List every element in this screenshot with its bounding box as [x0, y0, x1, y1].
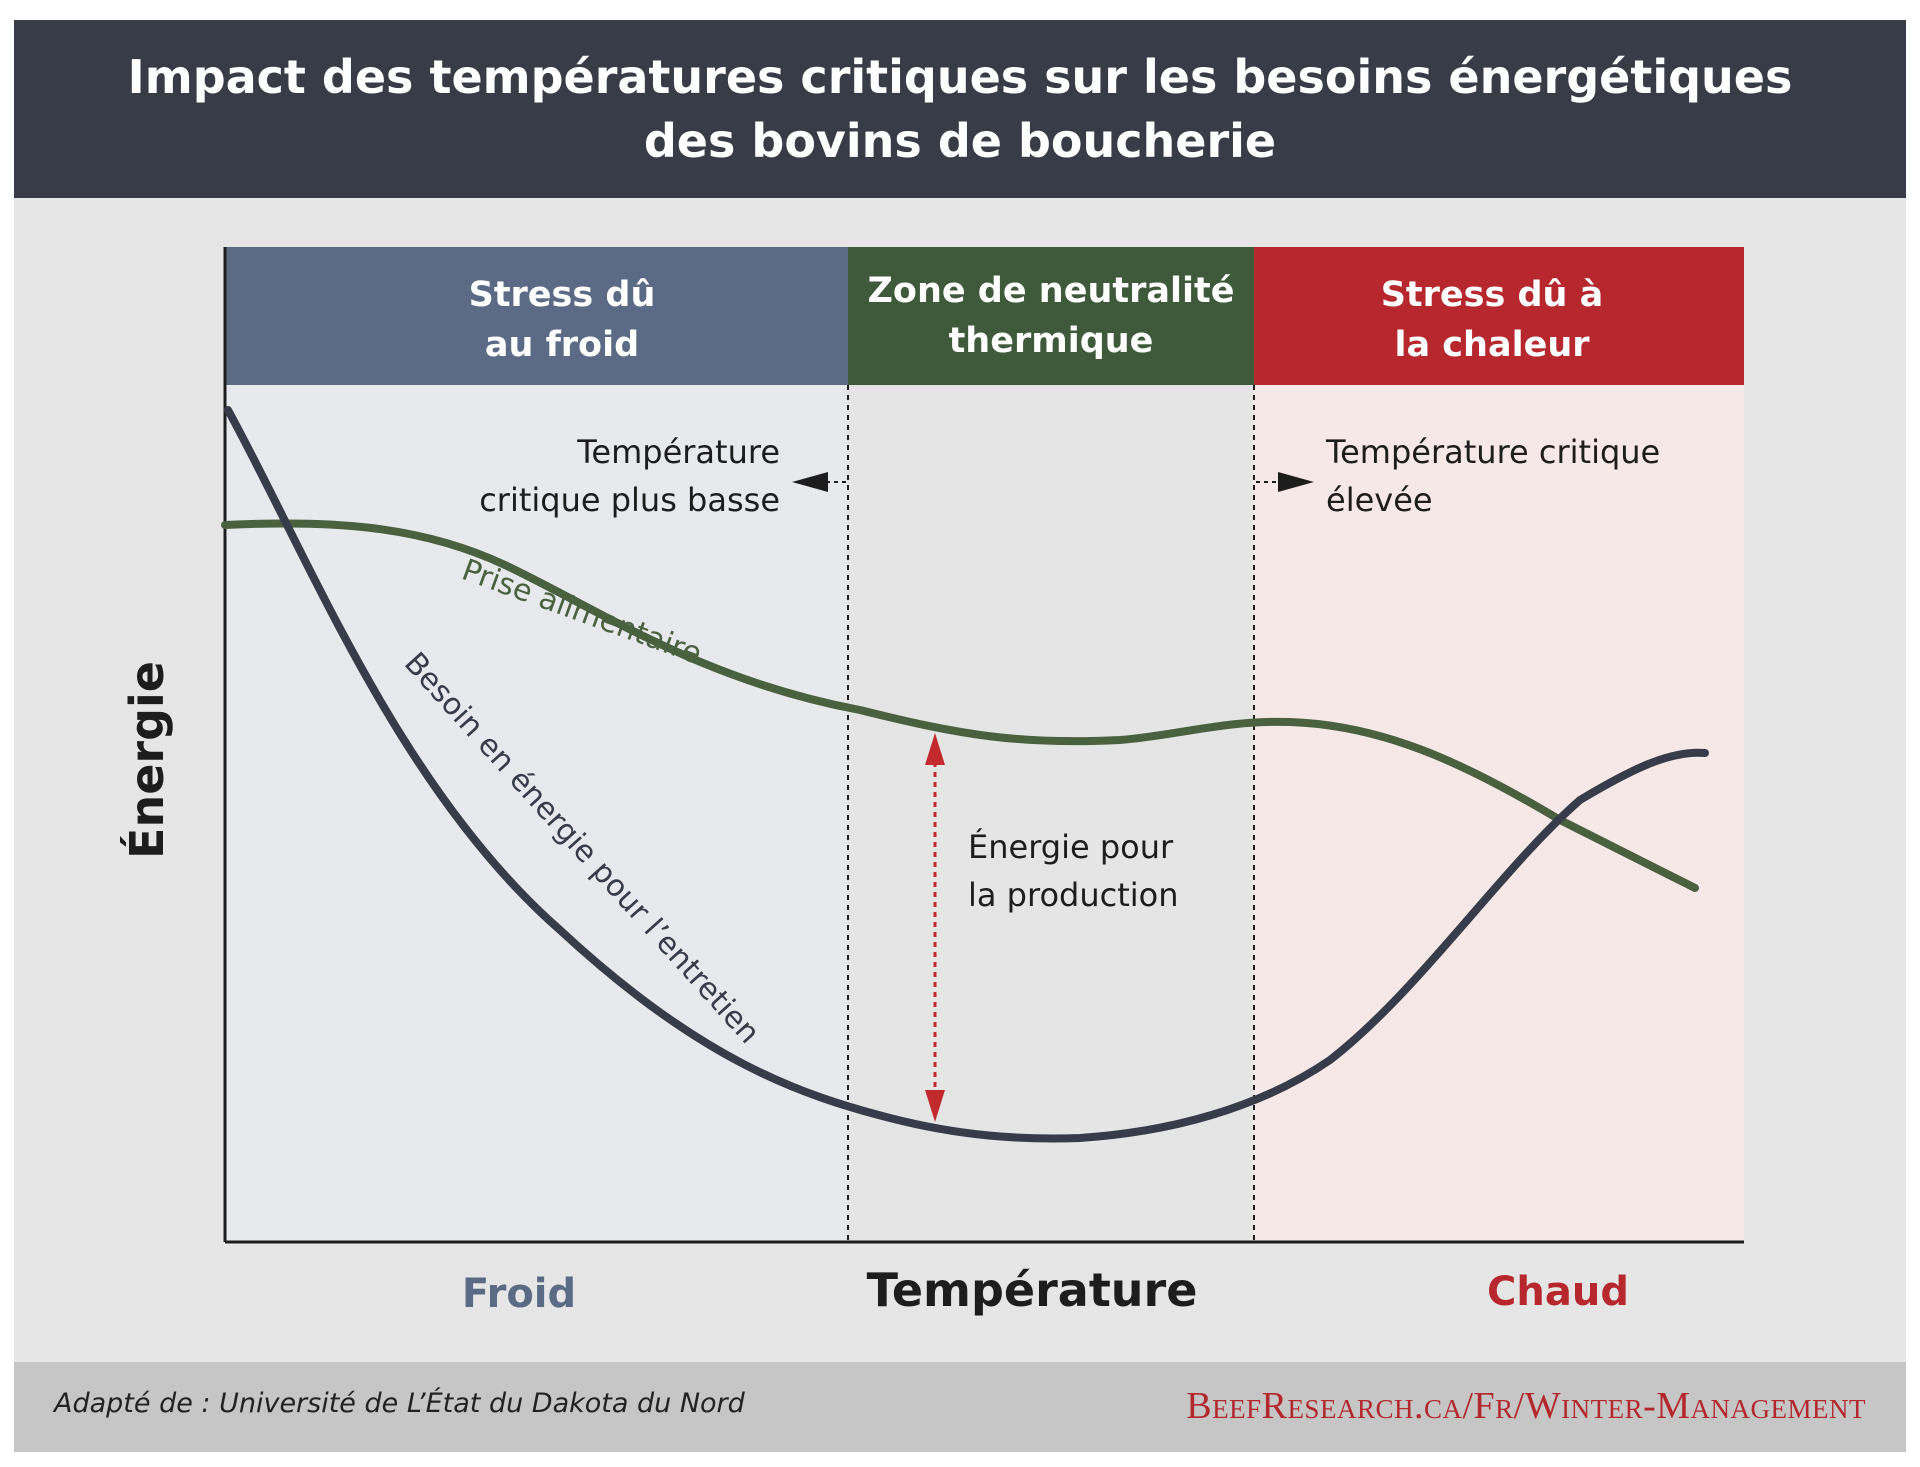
thermoneutral-header	[848, 247, 1254, 385]
title-banner: Impact des températures critiques sur le…	[14, 20, 1906, 198]
hot-zone-background	[1254, 385, 1744, 1242]
x-axis-title: Température	[867, 1263, 1198, 1317]
lower-critical-label-2: critique plus basse	[479, 481, 780, 519]
lower-critical-label-1: Température	[576, 433, 780, 471]
heat-stress-header	[1254, 247, 1744, 385]
thermoneutral-label-1: Zone de neutralité	[868, 271, 1235, 311]
source-credit: Adapté de : Université de L’État du Dako…	[54, 1388, 745, 1419]
website-link[interactable]: BeefResearch.ca/Fr/Winter-Management	[1186, 1385, 1866, 1427]
cold-stress-label-2: au froid	[485, 325, 639, 365]
y-axis-title: Énergie	[120, 661, 174, 859]
upper-critical-label-2: élevée	[1326, 481, 1433, 519]
neutral-zone-background	[848, 385, 1254, 1242]
thermoneutral-label-2: thermique	[949, 321, 1154, 361]
production-energy-label-1: Énergie pour	[968, 828, 1174, 866]
x-axis-low-label: Froid	[462, 1271, 576, 1317]
footer: Adapté de : Université de L’État du Dako…	[14, 1362, 1906, 1452]
heat-stress-label-2: la chaleur	[1395, 325, 1591, 365]
cold-stress-label-1: Stress dû	[469, 275, 656, 315]
title-line-2: des bovins de boucherie	[643, 114, 1277, 168]
upper-critical-arrow-head	[1278, 472, 1314, 492]
x-axis-high-label: Chaud	[1487, 1269, 1629, 1315]
maintenance-energy-curve	[224, 406, 1709, 1143]
upper-critical-label-1: Température critique	[1325, 433, 1660, 471]
title-line-1: Impact des températures critiques sur le…	[127, 50, 1793, 104]
feed-intake-curve	[221, 519, 1699, 892]
heat-stress-label-1: Stress dû à	[1381, 275, 1604, 315]
cold-stress-header	[225, 247, 848, 385]
lower-critical-arrow-head	[792, 472, 828, 492]
production-energy-label-2: la production	[968, 876, 1179, 914]
production-arrow-head-down	[925, 1090, 945, 1122]
production-arrow-head-up	[925, 733, 945, 765]
